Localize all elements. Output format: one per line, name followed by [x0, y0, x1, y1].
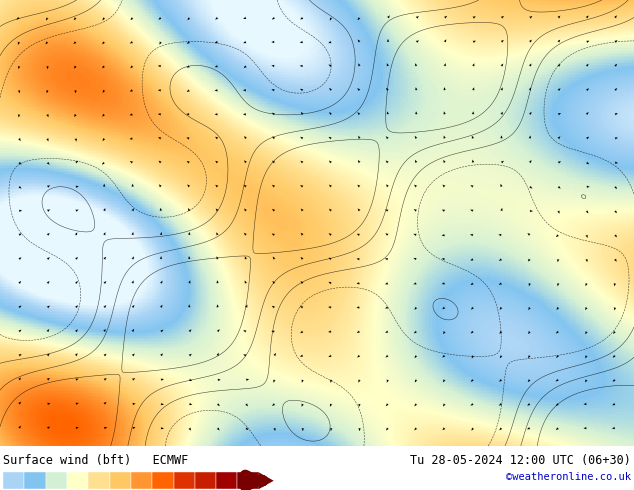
Text: Tu 28-05-2024 12:00 UTC (06+30): Tu 28-05-2024 12:00 UTC (06+30)	[410, 454, 631, 467]
FancyBboxPatch shape	[25, 472, 46, 489]
FancyBboxPatch shape	[195, 472, 216, 489]
FancyBboxPatch shape	[67, 472, 88, 489]
Text: ©weatheronline.co.uk: ©weatheronline.co.uk	[506, 472, 631, 482]
FancyBboxPatch shape	[88, 472, 110, 489]
FancyBboxPatch shape	[3, 472, 25, 489]
FancyBboxPatch shape	[46, 472, 67, 489]
FancyBboxPatch shape	[152, 472, 174, 489]
FancyBboxPatch shape	[110, 472, 131, 489]
FancyBboxPatch shape	[216, 472, 238, 489]
FancyBboxPatch shape	[238, 472, 259, 489]
Polygon shape	[259, 472, 274, 489]
FancyBboxPatch shape	[174, 472, 195, 489]
FancyBboxPatch shape	[131, 472, 152, 489]
Text: Surface wind (bft)   ECMWF: Surface wind (bft) ECMWF	[3, 454, 188, 467]
